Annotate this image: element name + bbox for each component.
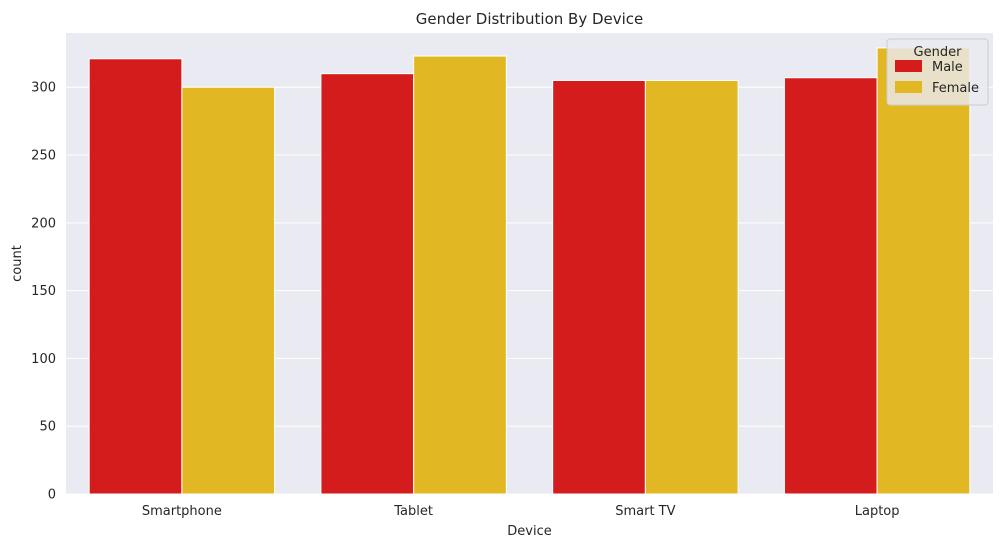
x-tick-label: Tablet [393, 504, 433, 519]
y-tick-label: 300 [31, 81, 56, 96]
y-tick-label: 250 [31, 149, 56, 164]
y-tick-label: 200 [31, 216, 56, 231]
bars [88, 47, 971, 495]
legend-label-female: Female [932, 81, 979, 96]
bar-female-tablet [413, 55, 507, 495]
legend: Gender Male Female [886, 38, 989, 106]
legend-items: Male Female [895, 60, 979, 96]
y-axis-title: count [10, 245, 25, 282]
bar-male-tablet [320, 73, 415, 495]
y-axis-ticks: 0 50 100 150 200 250 300 [31, 81, 56, 503]
chart-title: Gender Distribution By Device [416, 10, 644, 28]
legend-title: Gender [914, 45, 963, 60]
bar-male-smartphone [88, 58, 183, 495]
legend-swatch-female [895, 81, 922, 93]
legend-swatch-male [895, 60, 922, 72]
bar-male-laptop [783, 77, 878, 495]
bar-female-smartphone [181, 86, 276, 495]
bar-male-smart-tv [552, 79, 646, 495]
y-tick-label: 150 [31, 284, 56, 299]
x-tick-label: Laptop [855, 504, 900, 519]
y-tick-label: 0 [48, 488, 56, 503]
x-tick-label: Smartphone [142, 504, 222, 519]
x-tick-label: Smart TV [615, 504, 675, 519]
y-tick-label: 50 [39, 420, 56, 435]
bar-female-laptop [876, 47, 971, 495]
bar-female-smart-tv [644, 79, 739, 495]
x-axis-title: Device [507, 524, 551, 539]
y-tick-label: 100 [31, 352, 56, 367]
legend-label-male: Male [932, 60, 963, 75]
x-axis-ticks: Smartphone Tablet Smart TV Laptop [142, 504, 900, 519]
